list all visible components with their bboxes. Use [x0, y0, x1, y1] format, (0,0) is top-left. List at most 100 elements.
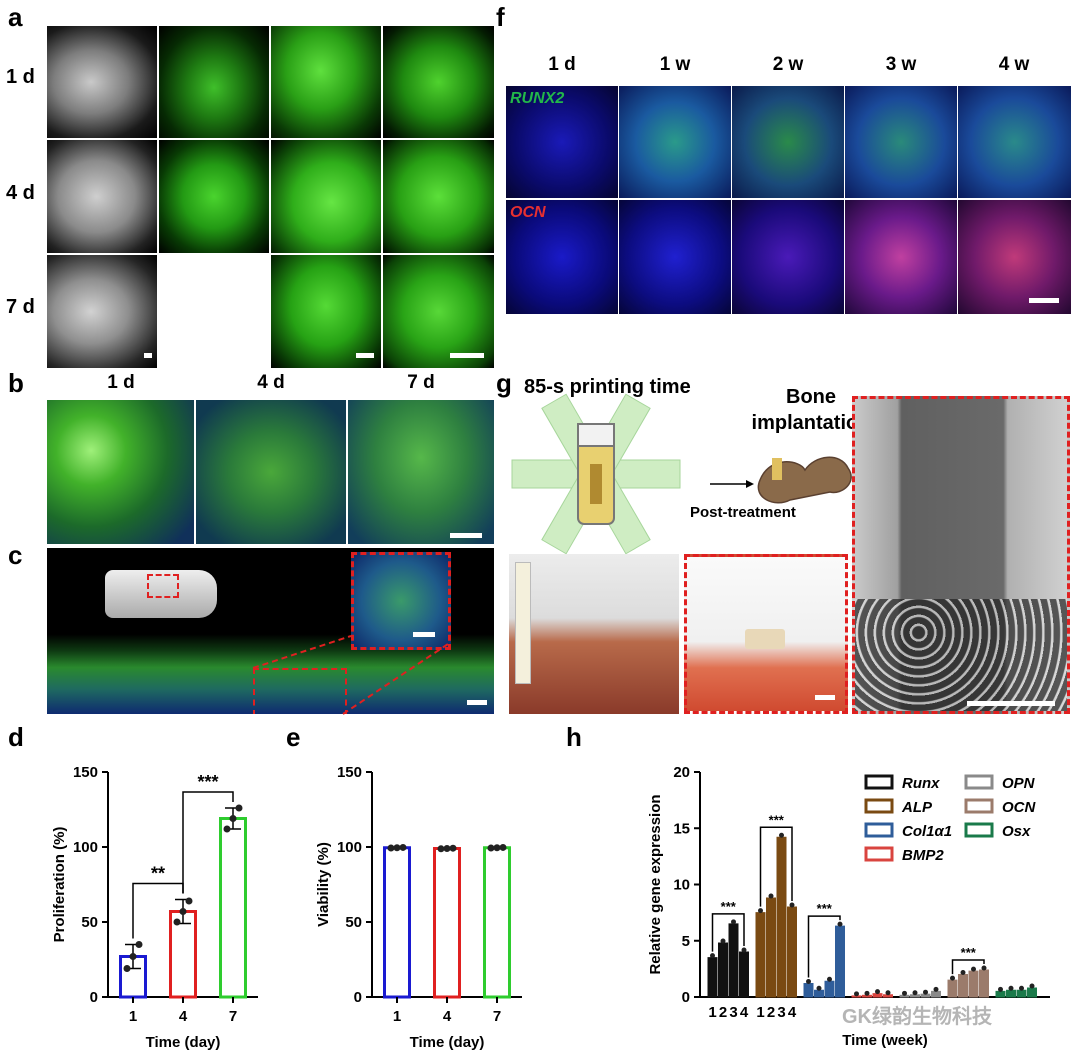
x-tick-label: 2: [719, 1004, 727, 1021]
scale-bar: [450, 533, 482, 538]
panel-b-image-1d: [47, 400, 194, 544]
data-point: [437, 845, 445, 853]
data-point: [875, 989, 880, 995]
panel-label-b: b: [8, 368, 24, 398]
significance-label: ***: [197, 772, 218, 792]
panel-label-d: d: [8, 722, 24, 752]
y-tick-label: 0: [682, 989, 690, 1006]
data-point: [864, 990, 870, 996]
data-point: [960, 970, 966, 975]
panel-g-microct-image: [852, 396, 1070, 714]
panel-f-image-grid: [506, 86, 1071, 314]
bar: [947, 979, 958, 998]
significance-label: ***: [961, 945, 977, 960]
data-point: [789, 902, 795, 908]
scale-bar: [356, 353, 374, 358]
data-point: [123, 965, 131, 972]
panel-f-col-label-1d: 1 d: [548, 54, 576, 75]
significance-label: ***: [721, 899, 737, 914]
legend-swatch: [864, 822, 894, 838]
legend-label: Osx: [1002, 823, 1031, 840]
y-tick-label: 100: [73, 839, 98, 856]
panel-a-fluor-low-4d: [159, 140, 269, 253]
data-point: [779, 832, 784, 838]
panel-f-runx2-1d: [506, 86, 618, 198]
panel-b-col-label-4d: 4 d: [257, 372, 285, 393]
bar: [803, 983, 814, 998]
x-tick-label: 3: [777, 1004, 785, 1021]
bar: [979, 969, 989, 998]
scale-bar: [450, 353, 484, 358]
data-point: [1008, 985, 1014, 991]
screw-render: [105, 570, 217, 618]
panel-label-c: c: [8, 540, 23, 570]
significance-bracket: [759, 826, 793, 907]
bar: [766, 897, 776, 998]
bar: [814, 989, 824, 998]
y-tick-label: 150: [337, 764, 362, 781]
data-point: [185, 897, 193, 905]
legend-label: Col1α1: [902, 823, 952, 840]
data-point: [768, 893, 774, 899]
y-tick-label: 5: [682, 933, 690, 950]
bar: [718, 942, 728, 998]
ruler: [515, 562, 531, 684]
bar: [1016, 989, 1027, 998]
panel-a-row-label-1d: 1 d: [6, 66, 35, 88]
data-point: [493, 844, 501, 852]
panel-g-implant-line2: implantation: [751, 412, 871, 434]
watermark: GK绿韵生物科技: [842, 1006, 992, 1028]
data-point: [837, 921, 843, 927]
data-point: [499, 843, 507, 851]
panel-a-fluor-mid-4d: [271, 140, 381, 253]
y-axis-label: Viability (%): [315, 842, 332, 927]
panel-f-ocn-4w: [958, 200, 1071, 314]
panel-f-row-label-runx2: RUNX2: [510, 90, 565, 107]
x-tick-label: 4: [740, 1004, 749, 1021]
significance-bracket: [182, 791, 234, 894]
data-point: [950, 975, 955, 981]
legend-label: Runx: [902, 775, 940, 792]
data-point: [923, 989, 928, 995]
y-tick-label: 50: [345, 914, 362, 931]
data-point: [179, 908, 187, 915]
panel-f-col-label-2w: 2 w: [772, 54, 804, 75]
region-highlight-box: [147, 574, 179, 598]
scale-bar: [467, 700, 487, 705]
panel-label-g: g: [496, 368, 512, 398]
panel-a-row-label-4d: 4 d: [6, 182, 35, 204]
panel-b-col-label-7d: 7 d: [407, 372, 435, 393]
data-point: [487, 844, 495, 852]
panel-label-a: a: [8, 2, 23, 32]
x-tick-label: 3: [729, 1004, 737, 1021]
panel-a-fluor-high-7d: [383, 255, 494, 368]
panel-a-fluor-low-1d: [159, 26, 269, 138]
legend-swatch: [964, 798, 994, 814]
bar: [1006, 989, 1016, 998]
panel-a-brightfield-4d: [47, 140, 157, 253]
data-point: [827, 976, 832, 982]
bar: [872, 993, 883, 998]
bar: [958, 974, 968, 998]
panel-g-post-treatment: Post-treatment: [690, 504, 796, 521]
scale-bar: [815, 695, 835, 700]
bar: [787, 906, 797, 998]
scale-bar: [144, 353, 152, 358]
panel-a-fluor-high-1d: [383, 26, 494, 138]
data-point: [933, 986, 939, 992]
data-point: [885, 990, 891, 996]
data-point: [173, 918, 181, 926]
panel-f-ocn-1w: [619, 200, 731, 314]
data-point: [443, 845, 451, 852]
scale-bar: [257, 353, 265, 358]
scale-bar: [967, 701, 1055, 706]
scale-bar: [413, 632, 435, 637]
panel-label-e: e: [286, 722, 301, 752]
panel-b-image-4d: [196, 400, 346, 544]
y-tick-label: 150: [73, 764, 98, 781]
panel-a-brightfield-7d: [47, 255, 157, 368]
x-axis-label: Time (day): [146, 1034, 221, 1051]
legend-swatch: [864, 798, 894, 814]
panel-f-col-label-1w: 1 w: [659, 54, 691, 75]
